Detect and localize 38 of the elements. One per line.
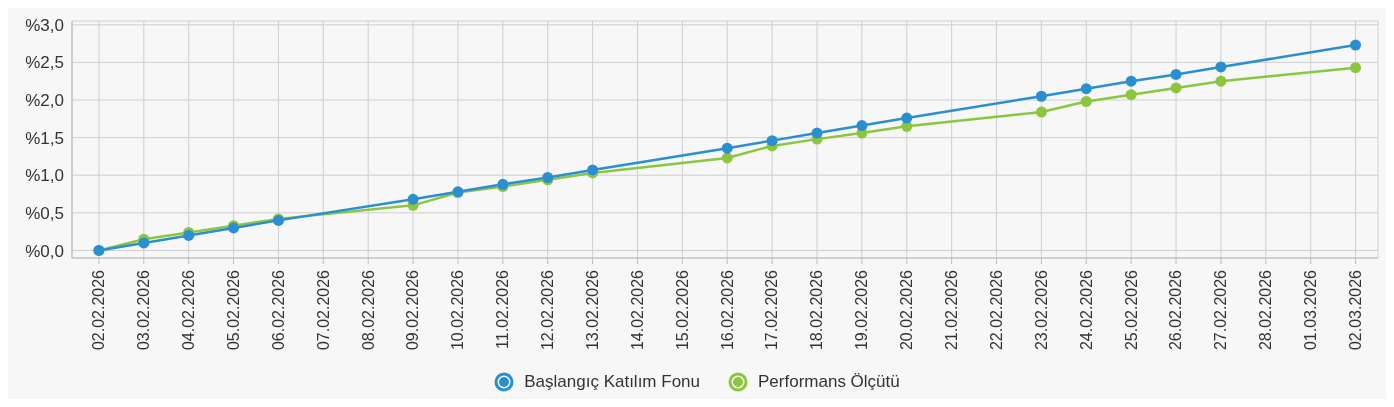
y-tick-label: %1,0 bbox=[25, 166, 64, 186]
y-tick-label: %3,0 bbox=[25, 15, 64, 35]
x-tick-label: 05.02.2026 bbox=[224, 269, 242, 351]
x-tick-label: 02.02.2026 bbox=[90, 269, 108, 351]
y-tick-label: %2,5 bbox=[25, 53, 64, 73]
x-tick-label: 17.02.2026 bbox=[763, 269, 781, 351]
x-tick-label: 25.02.2026 bbox=[1122, 269, 1140, 351]
legend-label: Başlangıç Katılım Fonu bbox=[524, 372, 701, 392]
x-tick-label: 20.02.2026 bbox=[898, 269, 916, 351]
x-tick-label: 09.02.2026 bbox=[404, 269, 422, 351]
x-tick-label: 22.02.2026 bbox=[987, 269, 1005, 351]
x-tick-label: 24.02.2026 bbox=[1077, 269, 1095, 351]
x-tick-label: 12.02.2026 bbox=[539, 269, 557, 351]
x-tick-label: 02.03.2026 bbox=[1346, 269, 1364, 351]
x-tick-label: 26.02.2026 bbox=[1167, 269, 1185, 351]
x-tick-label: 16.02.2026 bbox=[718, 269, 736, 351]
x-tick-label: 27.02.2026 bbox=[1212, 269, 1230, 351]
x-tick-label: 08.02.2026 bbox=[359, 269, 377, 351]
x-tick-label: 28.02.2026 bbox=[1257, 269, 1275, 351]
x-tick-label: 15.02.2026 bbox=[673, 269, 691, 351]
x-tick-label: 04.02.2026 bbox=[180, 269, 198, 351]
y-tick-label: %0,5 bbox=[25, 203, 64, 223]
y-tick-label: %0,0 bbox=[25, 241, 64, 261]
x-tick-label: 07.02.2026 bbox=[314, 269, 332, 351]
legend-label: Performans Ölçütü bbox=[758, 372, 900, 392]
x-tick-label: 11.02.2026 bbox=[494, 269, 512, 349]
y-tick-label: %2,0 bbox=[25, 91, 64, 111]
x-tick-label: 14.02.2026 bbox=[628, 269, 646, 351]
x-tick-label: 01.03.2026 bbox=[1302, 269, 1320, 351]
x-tick-label: 19.02.2026 bbox=[853, 269, 871, 351]
x-tick-label: 23.02.2026 bbox=[1032, 269, 1050, 351]
x-tick-label: 21.02.2026 bbox=[943, 269, 960, 351]
x-tick-label: 03.02.2026 bbox=[135, 269, 153, 351]
x-tick-label: 18.02.2026 bbox=[808, 269, 826, 351]
x-tick-label: 13.02.2026 bbox=[583, 269, 601, 351]
x-tick-label: 06.02.2026 bbox=[269, 269, 287, 351]
y-tick-label: %1,5 bbox=[25, 128, 64, 148]
x-tick-label: 10.02.2026 bbox=[449, 269, 467, 351]
